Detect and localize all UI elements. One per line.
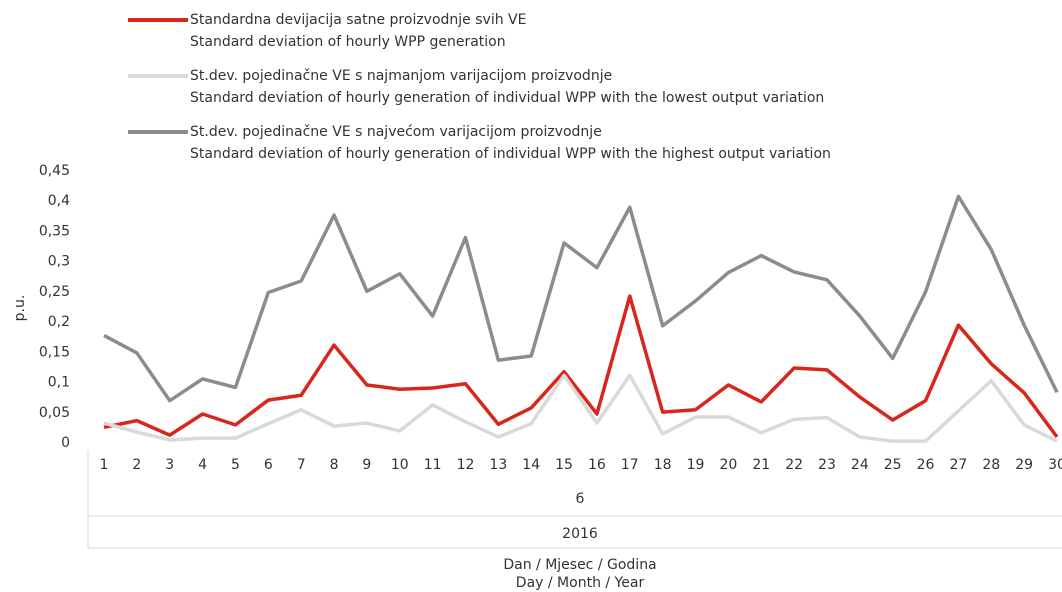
- x-tick-label: 22: [785, 457, 803, 473]
- legend-label: St.dev. pojedinačne VE s najmanjom varij…: [190, 68, 612, 84]
- x-tick-label: 17: [621, 457, 639, 473]
- series-line: [103, 373, 1058, 443]
- x-tick-label: 18: [654, 457, 672, 473]
- x-tick-label: 24: [851, 457, 869, 473]
- y-axis-label: p.u.: [12, 295, 28, 322]
- y-tick-label: 0,1: [48, 375, 70, 391]
- x-tick-label: 14: [522, 457, 540, 473]
- y-tick-label: 0,45: [39, 163, 70, 179]
- legend-label-en: Standard deviation of hourly generation …: [190, 146, 831, 162]
- y-tick-label: 0,2: [48, 314, 70, 330]
- x-tick-label: 8: [330, 457, 339, 473]
- x-tick-label: 12: [457, 457, 475, 473]
- legend-label: Standardna devijacija satne proizvodnje …: [190, 12, 526, 28]
- x-tick-label: 29: [1015, 457, 1033, 473]
- series-line: [103, 194, 1059, 403]
- x-tick-label: 6: [264, 457, 273, 473]
- x-tick-label: 30: [1048, 457, 1062, 473]
- x-tick-label: 27: [949, 457, 967, 473]
- x-tick-label: 4: [198, 457, 207, 473]
- x-tick-label: 3: [165, 457, 174, 473]
- y-tick-label: 0,3: [48, 254, 70, 270]
- y-tick-label: 0,05: [39, 405, 70, 421]
- x-tick-label: 1: [100, 457, 109, 473]
- y-tick-label: 0,4: [48, 193, 70, 209]
- x-tick-label: 10: [391, 457, 409, 473]
- x-tick-label: 2: [132, 457, 141, 473]
- x-tick-label: 20: [719, 457, 737, 473]
- month-label: 6: [576, 491, 585, 507]
- x-tick-label: 9: [362, 457, 371, 473]
- y-tick-label: 0,35: [39, 223, 70, 239]
- legend-label: St.dev. pojedinačne VE s najvećom varija…: [190, 124, 602, 140]
- x-tick-label: 11: [424, 457, 442, 473]
- y-tick-label: 0: [61, 435, 70, 451]
- x-tick-label: 23: [818, 457, 836, 473]
- x-tick-label: 26: [917, 457, 935, 473]
- y-tick-label: 0,25: [39, 284, 70, 300]
- x-tick-label: 19: [687, 457, 705, 473]
- x-tick-label: 25: [884, 457, 902, 473]
- x-axis-label: Dan / Mjesec / Godina: [503, 557, 656, 573]
- x-tick-label: 13: [489, 457, 507, 473]
- x-tick-label: 21: [752, 457, 770, 473]
- legend-label-en: Standard deviation of hourly WPP generat…: [190, 34, 506, 50]
- series-line: [103, 294, 1059, 439]
- year-label: 2016: [562, 526, 598, 542]
- y-tick-label: 0,15: [39, 344, 70, 360]
- x-tick-label: 28: [982, 457, 1000, 473]
- x-tick-label: 15: [555, 457, 573, 473]
- x-tick-label: 5: [231, 457, 240, 473]
- x-tick-label: 16: [588, 457, 606, 473]
- x-axis-label-en: Day / Month / Year: [516, 575, 645, 591]
- legend-label-en: Standard deviation of hourly generation …: [190, 90, 824, 106]
- x-tick-label: 7: [297, 457, 306, 473]
